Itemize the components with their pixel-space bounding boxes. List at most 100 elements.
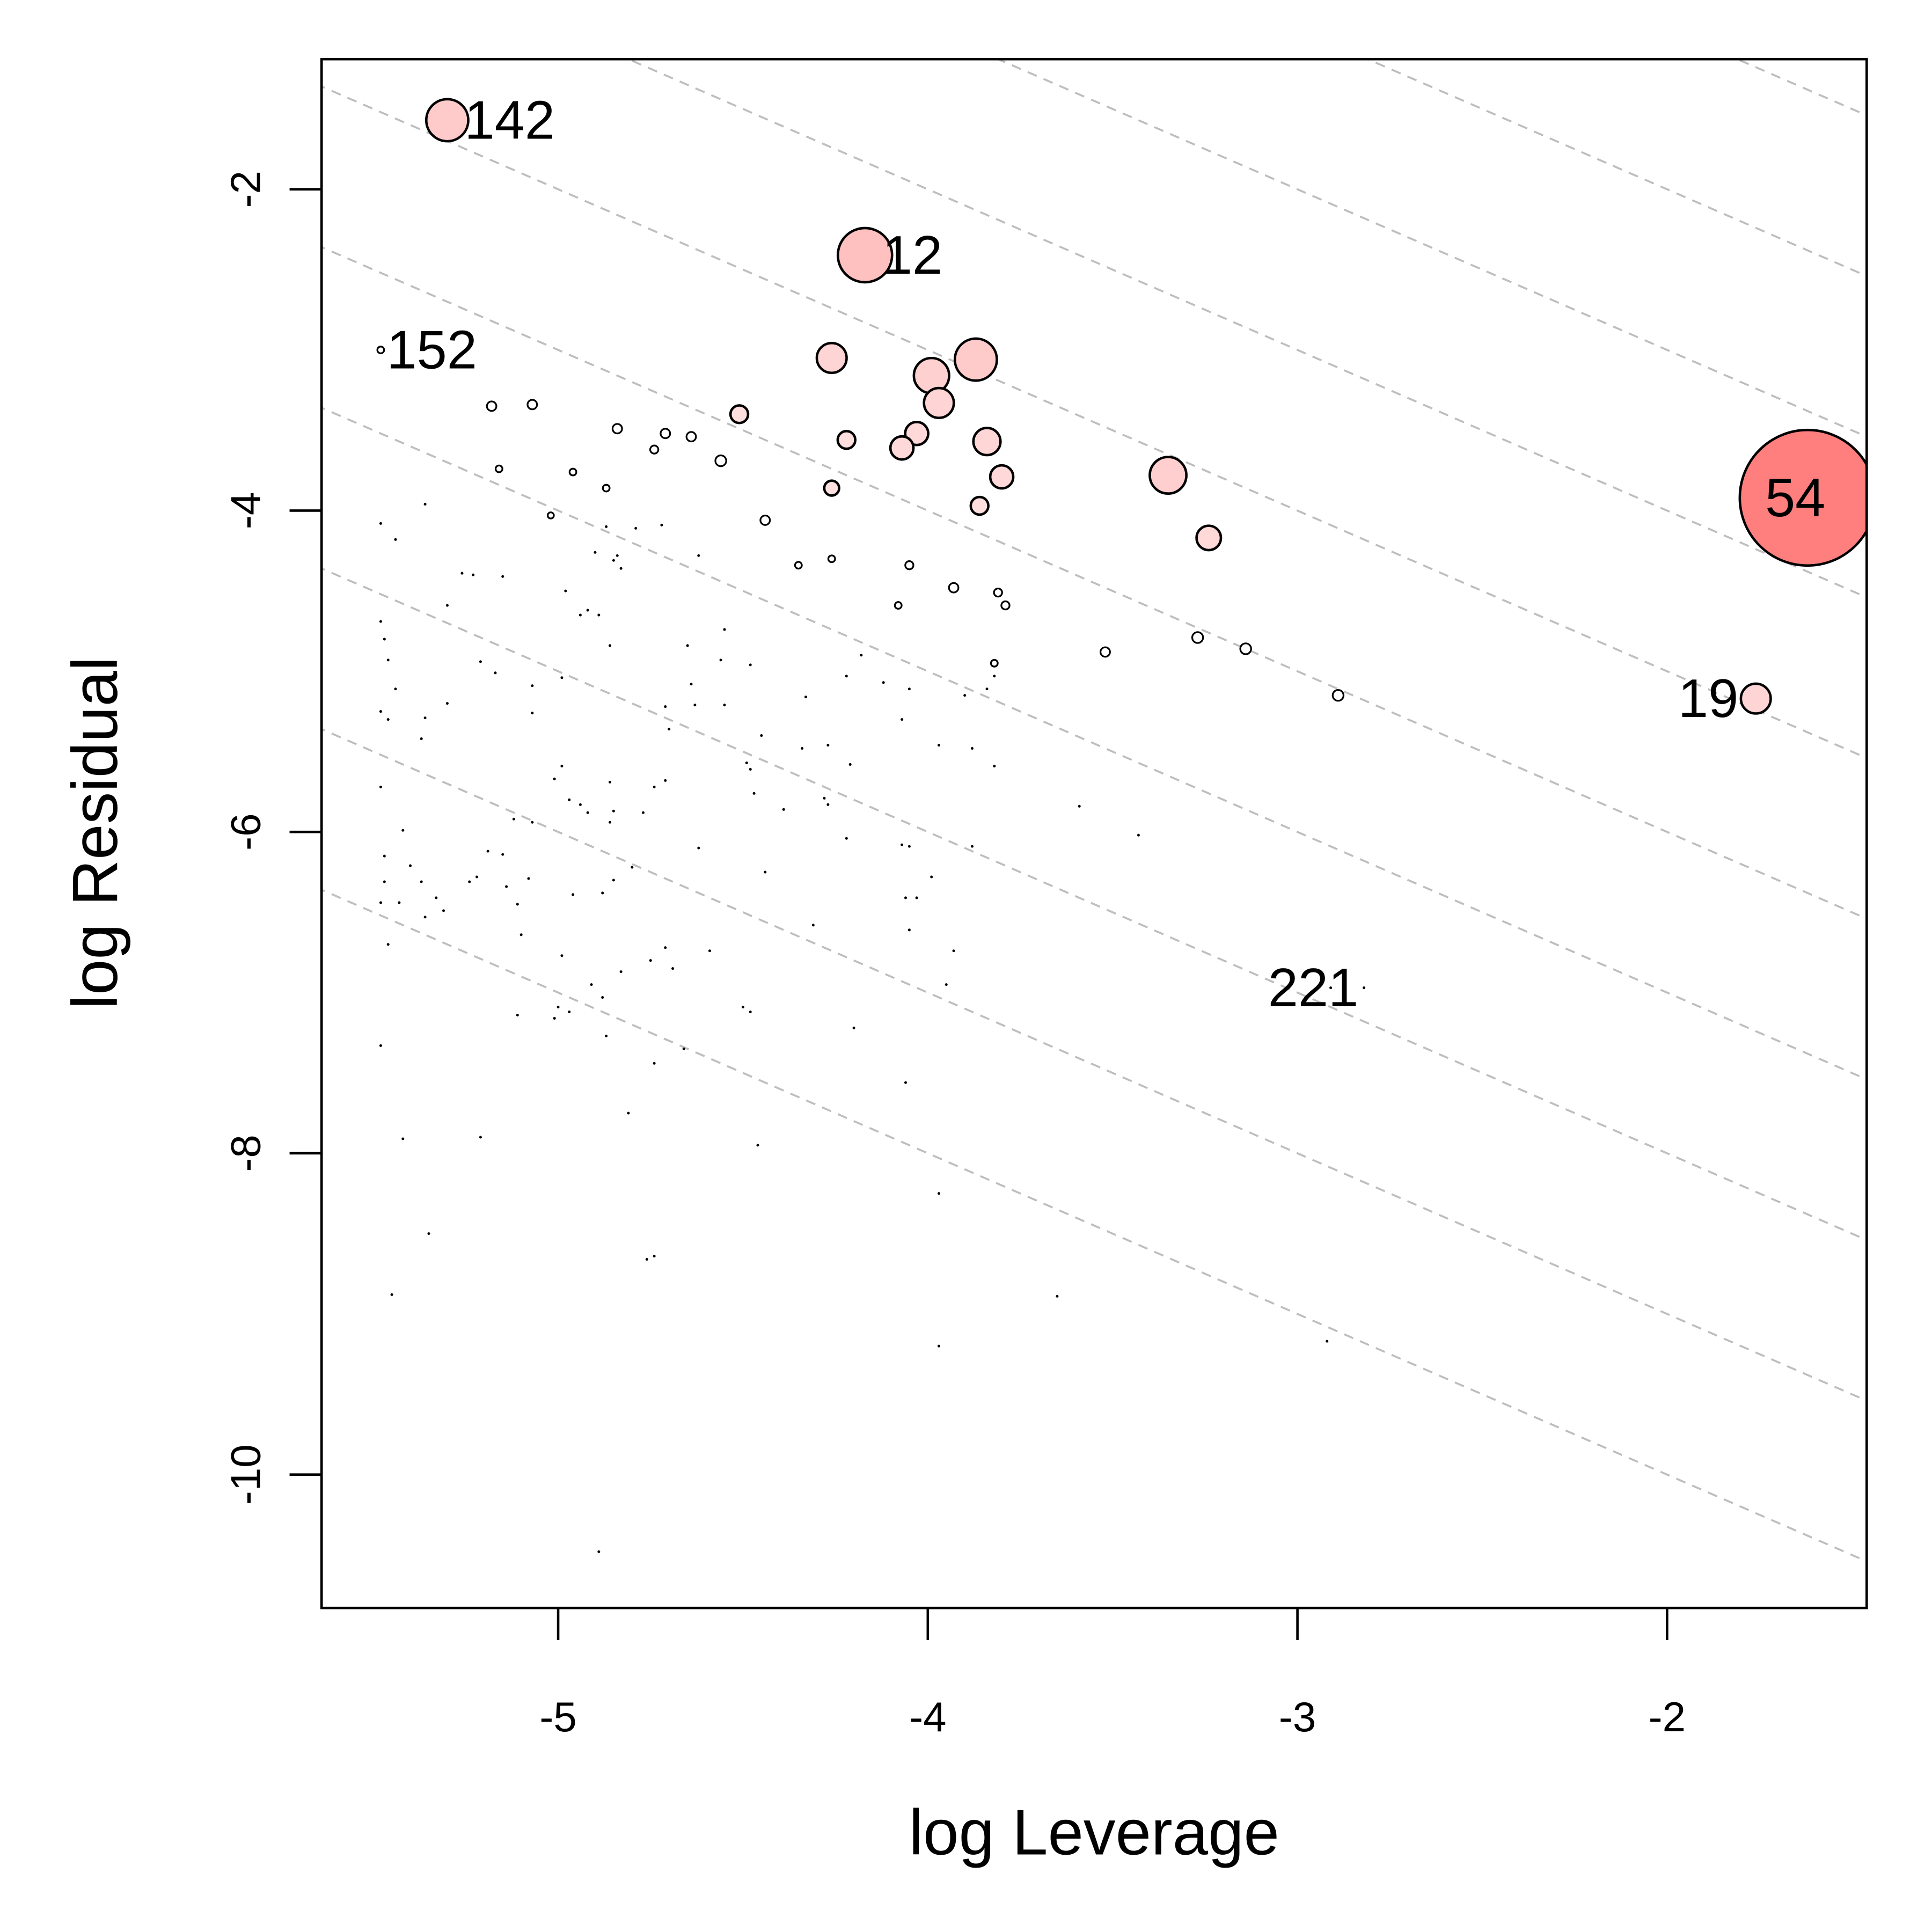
data-point (930, 875, 933, 879)
points (376, 98, 1867, 1553)
influence-bubble (889, 435, 915, 461)
contour-line (1735, 59, 1867, 116)
data-point (394, 538, 397, 541)
data-point (901, 718, 904, 721)
influence-bubble (494, 464, 503, 473)
data-point (553, 777, 556, 780)
data-point (745, 761, 748, 764)
data-point (560, 676, 564, 679)
influence-bubble (714, 454, 727, 467)
data-point (682, 1047, 685, 1050)
data-point (993, 675, 996, 678)
influence-bubble (425, 98, 470, 143)
data-point (420, 737, 423, 741)
influence-bubble (836, 226, 894, 284)
data-point (653, 1255, 656, 1258)
point-label: 152 (386, 320, 477, 380)
influence-bubble (953, 337, 998, 382)
data-point (505, 885, 508, 888)
y-axis: -2 -4 -6 -8 -10 (222, 171, 322, 1505)
influence-bubble (827, 554, 836, 564)
data-point (915, 896, 918, 899)
data-point (664, 705, 667, 708)
data-point (468, 880, 471, 883)
contour-line (321, 246, 1867, 920)
data-point (442, 909, 445, 912)
data-point (379, 620, 382, 623)
point-label: 142 (465, 90, 555, 150)
data-point (653, 785, 656, 788)
data-point (564, 589, 567, 592)
data-point (801, 747, 804, 750)
influence-bubble (546, 511, 555, 519)
data-point (494, 671, 497, 675)
influence-bubble (836, 430, 857, 450)
data-point (531, 712, 534, 715)
contour-line (321, 406, 1867, 1081)
data-point (398, 901, 401, 904)
data-point (908, 687, 911, 691)
influence-bubble (894, 601, 903, 610)
data-point (845, 675, 848, 678)
data-point (572, 893, 575, 896)
data-point (845, 837, 848, 840)
data-point (612, 809, 615, 813)
influence-bubble (1099, 646, 1111, 658)
data-point (423, 716, 427, 720)
data-point (597, 1550, 601, 1553)
data-point (690, 683, 693, 686)
influence-bubble (729, 404, 750, 425)
influence-bubble (794, 561, 803, 570)
data-point (475, 875, 479, 879)
influence-bubble (1239, 642, 1252, 655)
data-point (619, 567, 623, 570)
data-point (641, 811, 645, 814)
data-point (749, 663, 752, 667)
data-point (1056, 1294, 1059, 1298)
data-point (612, 559, 615, 562)
data-point (848, 763, 852, 766)
data-point (379, 1044, 382, 1047)
influence-bubble (990, 658, 999, 668)
influence-bubble (923, 386, 955, 419)
data-point (486, 850, 489, 853)
contour-line (626, 59, 1867, 599)
data-point (901, 843, 904, 846)
data-point (619, 970, 623, 974)
influence-bubble (602, 484, 611, 493)
data-point (970, 747, 974, 750)
data-point (590, 983, 593, 986)
influence-bubble (685, 431, 697, 443)
influence-bubble (759, 514, 771, 526)
data-point (586, 811, 589, 814)
data-point (937, 1344, 941, 1348)
data-point (760, 734, 763, 737)
data-point (723, 628, 726, 631)
data-point (579, 803, 582, 806)
data-point (627, 1111, 630, 1115)
data-point (697, 846, 700, 850)
influence-bubble (486, 400, 497, 412)
data-point (568, 1010, 571, 1014)
data-point (645, 1258, 648, 1261)
x-axis-title: log Leverage (909, 1797, 1279, 1868)
data-point (479, 660, 482, 663)
influence-bubble (969, 495, 990, 516)
data-point (579, 613, 582, 617)
influence-bubble (1191, 631, 1204, 644)
contour-line (321, 85, 1867, 759)
data-point (608, 821, 612, 824)
data-point (608, 644, 612, 647)
data-point (952, 949, 955, 953)
contour-line (996, 59, 1867, 438)
data-point (516, 903, 519, 906)
data-point (1329, 986, 1333, 990)
contour-line (321, 567, 1867, 1241)
data-point (390, 1293, 393, 1296)
point-labels: 142 12 152 54 19 221 (386, 90, 1825, 1018)
data-point (616, 554, 619, 557)
data-point (383, 880, 386, 883)
y-tick-label: -6 (222, 813, 269, 850)
contour-line (321, 728, 1867, 1402)
